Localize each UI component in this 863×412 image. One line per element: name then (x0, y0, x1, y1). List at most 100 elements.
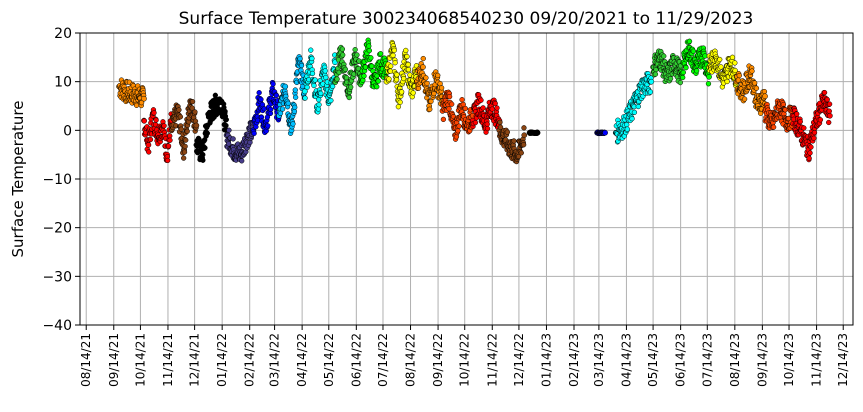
y-tick-label: −30 (42, 269, 72, 285)
data-point (161, 123, 167, 129)
data-point (420, 64, 426, 70)
data-point (167, 137, 173, 143)
data-point (801, 125, 807, 131)
x-tick-label: 03/14/23 (592, 333, 606, 387)
data-point (449, 101, 455, 107)
data-point (141, 118, 147, 124)
data-point (717, 56, 723, 63)
data-point (292, 104, 298, 110)
data-point (285, 100, 291, 106)
x-tick-label: 07/14/22 (376, 333, 390, 387)
data-point (366, 47, 373, 54)
data-point (265, 123, 271, 129)
data-point (290, 121, 296, 127)
data-point (693, 68, 700, 74)
data-series (332, 44, 365, 101)
x-tick-label: 08/14/21 (79, 333, 93, 387)
data-point (309, 55, 315, 62)
data-point (199, 151, 206, 158)
data-point (401, 75, 407, 82)
x-tick-label: 03/14/22 (268, 333, 282, 387)
data-point (204, 130, 211, 136)
data-point (151, 110, 157, 116)
y-tick-label: −40 (42, 318, 72, 334)
data-point (184, 128, 190, 135)
data-point (309, 70, 316, 77)
data-point (686, 38, 693, 44)
data-point (761, 88, 768, 95)
x-tick-label: 02/14/22 (243, 333, 257, 387)
data-point (329, 83, 336, 90)
data-point (724, 78, 730, 85)
data-series (358, 37, 390, 90)
x-tick-label: 07/14/23 (700, 333, 714, 387)
data-point (394, 72, 400, 78)
data-point (318, 90, 324, 97)
data-point (328, 97, 334, 104)
data-point (352, 46, 358, 53)
data-point (821, 89, 828, 96)
grid-layer (80, 32, 853, 326)
data-point (192, 109, 198, 115)
data-series (383, 39, 420, 110)
data-point (405, 66, 412, 73)
data-series (193, 92, 230, 163)
y-tick-label: 0 (63, 123, 72, 139)
y-axis-label: Surface Temperature (9, 101, 27, 258)
data-point (178, 126, 184, 132)
data-point (462, 105, 468, 112)
data-point (386, 76, 392, 82)
data-point (806, 155, 812, 161)
data-point (736, 72, 742, 79)
data-point (226, 141, 232, 147)
data-point (762, 93, 768, 100)
x-tick-label: 12/14/22 (512, 333, 526, 387)
data-point (403, 47, 409, 54)
data-point (472, 119, 479, 126)
data-point (424, 80, 430, 87)
data-point (749, 68, 755, 74)
data-point (392, 60, 398, 66)
x-tick-label: 08/14/22 (404, 333, 418, 387)
data-point (753, 85, 760, 91)
data-point (270, 81, 276, 87)
data-point (455, 128, 461, 134)
x-tick-label: 05/14/23 (646, 333, 660, 387)
x-tick-label: 06/14/23 (674, 333, 688, 387)
data-point (797, 118, 803, 125)
data-point (279, 106, 286, 112)
data-point (785, 115, 792, 122)
data-point (497, 119, 503, 125)
data-point (377, 51, 384, 57)
x-tick-label: 04/14/22 (295, 333, 309, 387)
x-tick-label: 01/14/23 (539, 333, 553, 387)
data-point (794, 111, 800, 117)
data-point (702, 53, 708, 59)
x-tick-layer: 08/14/21 09/14/21 10/14/21 11/14/21 12/14/21… (79, 325, 850, 387)
data-point (369, 63, 375, 69)
data-point (301, 88, 308, 95)
data-point (239, 158, 245, 164)
data-point (181, 149, 188, 155)
data-point (732, 60, 738, 66)
data-series (439, 89, 476, 142)
data-point (292, 87, 298, 93)
chart-title: Surface Temperature 300234068540230 09/2… (179, 9, 754, 29)
x-tick-label: 09/14/21 (107, 333, 121, 387)
data-point (189, 105, 195, 111)
data-point (497, 124, 504, 130)
data-point (492, 100, 498, 107)
data-point (256, 90, 262, 96)
data-series (223, 119, 257, 164)
x-tick-label: 10/14/22 (458, 333, 472, 387)
data-point (308, 47, 314, 53)
data-point (346, 94, 352, 101)
data-point (428, 98, 434, 105)
data-point (661, 53, 667, 59)
data-point (631, 109, 638, 116)
data-series (706, 48, 740, 90)
y-tick-label: −20 (42, 221, 72, 237)
data-point (322, 68, 328, 74)
data-series (789, 89, 833, 163)
data-point (273, 92, 280, 99)
